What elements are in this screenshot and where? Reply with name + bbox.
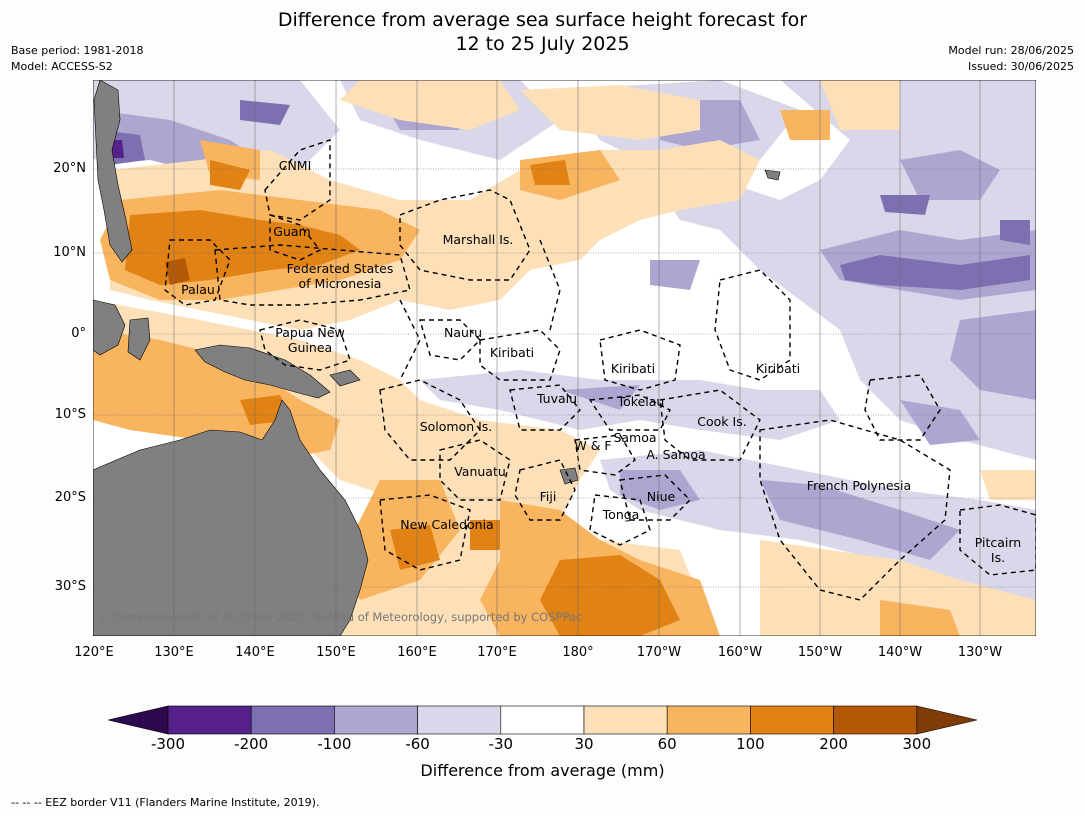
colorbar-extend-high [916, 705, 978, 735]
sulawesi [127, 317, 151, 361]
colorbar-tick-label: -100 [317, 735, 352, 753]
label-kiribati-east: Kiribati [756, 361, 800, 376]
lat-label: 20°S [54, 490, 86, 505]
map-area [93, 80, 1036, 636]
graticule [93, 80, 1036, 636]
lat-label: 20°N [53, 161, 86, 176]
new-britain [329, 369, 361, 387]
model-run-text: Model run: 28/06/2025 [948, 44, 1074, 57]
colorbar-tick-label: 60 [657, 735, 677, 753]
label-tuvalu: Tuvalu [536, 391, 577, 406]
eez-legend-note: -- -- -- EEZ border V11 (Flanders Marine… [11, 796, 320, 809]
label-palau: Palau [181, 282, 215, 297]
label-new-caledonia: New Caledonia [400, 517, 493, 532]
colorbar-swatch [167, 705, 252, 735]
colorbar-extend-low [107, 705, 169, 735]
landmasses [93, 80, 781, 636]
label-png-2: Guinea [288, 340, 332, 355]
colorbar-swatch [334, 705, 418, 735]
issued-text: Issued: 30/06/2025 [967, 60, 1074, 73]
label-american-samoa: A. Samoa [646, 447, 705, 462]
label-niue: Niue [647, 489, 676, 504]
colorbar-tick-label: -60 [405, 735, 430, 753]
title-line-1: Difference from average sea surface heig… [277, 9, 808, 31]
lat-label: 0° [71, 326, 86, 341]
colorbar-swatch [666, 705, 751, 735]
label-guam: Guam [273, 224, 310, 239]
label-png-1: Papua New [275, 325, 344, 340]
colorbar-tick-label: -300 [150, 735, 186, 753]
label-pitcairn-2: Is. [991, 550, 1005, 565]
label-wallis-futuna: W & F [574, 438, 611, 453]
label-vanuatu: Vanuatu [454, 464, 506, 479]
model-run-info: Model run: 28/06/2025 Issued: 30/06/2025 [948, 43, 1074, 75]
colorbar-swatch [250, 705, 335, 735]
label-cook: Cook Is. [697, 414, 746, 429]
copyright-notice: © Commonwealth of Australia 2025, Bureau… [98, 610, 583, 624]
colorbar [107, 705, 978, 735]
lon-label: 170°W [636, 645, 682, 660]
label-samoa: Samoa [613, 430, 656, 445]
colorbar-swatch [750, 705, 834, 735]
colorbar-tick-label: 200 [819, 735, 848, 753]
hawaii [764, 169, 781, 181]
label-cnmi: CNMI [279, 158, 312, 173]
label-pitcairn-1: Pitcairn [975, 535, 1021, 550]
borneo [93, 299, 126, 356]
model-text: Model: ACCESS-S2 [11, 60, 113, 73]
colorbar-swatch [500, 705, 585, 735]
label-solomon: Solomon Is. [420, 419, 493, 434]
colorbar-swatch [417, 705, 502, 735]
colorbar-tick-label: -30 [488, 735, 514, 753]
label-fiji: Fiji [540, 489, 557, 504]
lon-label: 150°W [797, 645, 843, 660]
lon-label: 130°W [957, 645, 1003, 660]
lon-label: 180° [562, 645, 594, 660]
australia [93, 399, 369, 636]
lon-label: 170°E [477, 645, 517, 660]
lon-label: 140°E [235, 645, 275, 660]
region-labels: CNMI Guam Marshall Is. Federated States … [181, 158, 1021, 565]
philippines [93, 80, 133, 263]
label-marshall: Marshall Is. [443, 232, 514, 247]
lat-label: 30°S [54, 579, 86, 594]
label-kiribati-west: Kiribati [490, 345, 534, 360]
label-kiribati-central: Kiribati [611, 361, 655, 376]
lon-label: 160°E [397, 645, 437, 660]
base-period-info: Base period: 1981-2018 Model: ACCESS-S2 [11, 43, 143, 75]
colorbar-tick-label: 30 [574, 735, 594, 753]
lon-label: 160°W [717, 645, 763, 660]
colorbar-swatch [833, 705, 918, 735]
base-period-text: Base period: 1981-2018 [11, 44, 144, 57]
colorbar-tick-label: -200 [234, 735, 269, 753]
new-guinea [194, 344, 331, 399]
colorbar-swatch [583, 705, 668, 735]
lon-label: 150°E [316, 645, 356, 660]
title-line-2: 12 to 25 July 2025 [455, 33, 630, 55]
lat-label: 10°S [54, 407, 86, 422]
label-tonga: Tonga [602, 507, 640, 522]
label-french-polynesia: French Polynesia [807, 478, 911, 493]
lon-label: 130°E [154, 645, 194, 660]
lon-label: 120°E [74, 645, 114, 660]
colorbar-tick-label: 100 [736, 735, 765, 753]
colorbar-title: Difference from average (mm) [420, 761, 665, 780]
lat-label: 10°N [53, 245, 86, 260]
label-fsm-1: Federated States [287, 261, 394, 276]
colorbar-tick-label: 300 [902, 735, 932, 753]
eez-borders [164, 139, 1036, 601]
map-title: Difference from average sea surface heig… [0, 8, 1085, 56]
label-tokelau: Tokelau [617, 394, 665, 409]
anomaly-extreme-positive [165, 258, 190, 285]
label-fsm-2: of Micronesia [299, 276, 382, 291]
label-nauru: Nauru [444, 325, 482, 340]
lon-label: 140°W [877, 645, 923, 660]
